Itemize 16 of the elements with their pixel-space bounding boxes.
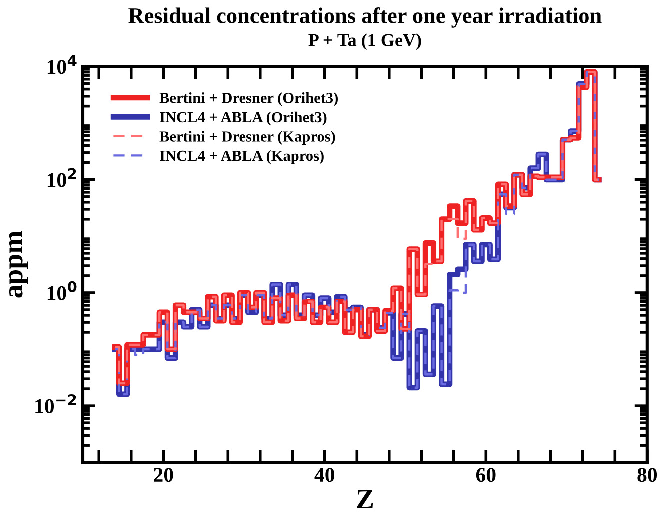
legend-label: Bertini + Dresner (Kapros) <box>160 131 336 145</box>
legend-label: INCL4 + ABLA (Kapros) <box>160 150 324 164</box>
y-tick-label: 10$^{2}$ <box>48 168 76 188</box>
x-axis-title: Z <box>357 490 374 508</box>
x-tick-label: 20 <box>154 468 174 482</box>
y-tick-label: 10$^{0}$ <box>48 281 77 300</box>
chart-subtitle: P + Ta (1 GeV) <box>308 34 422 50</box>
x-tick-label: 60 <box>476 468 496 482</box>
x-tick-label: 80 <box>638 468 658 482</box>
legend-label: INCL4 + ABLA (Orihet3) <box>160 112 327 126</box>
y-axis-title: appm <box>9 231 28 298</box>
x-tick-label: 40 <box>314 468 335 482</box>
y-tick-label: 10$^{4}$ <box>48 55 77 74</box>
chart-title: Residual concentrations after one year irradiation <box>128 7 602 28</box>
legend-label: Bertini + Dresner (Orihet3) <box>160 92 338 106</box>
y-tick-label: 10$^{−2}$ <box>36 394 76 414</box>
